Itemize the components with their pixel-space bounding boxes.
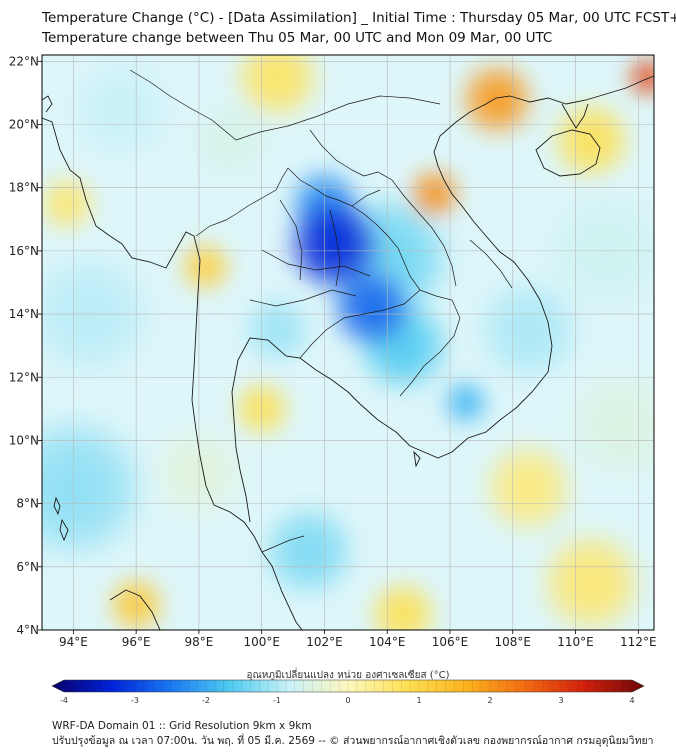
lon-tick-label: 110°E [557, 635, 594, 649]
border-thailand-cambodia [299, 289, 421, 359]
temperature-change-map: 94°E 96°E 98°E 100°E 102°E 104°E 106°E 108°E 110… [9, 54, 657, 705]
footer-model-info: WRF-DA Domain 01 :: Grid Resolution 9km … [52, 720, 312, 732]
border-thai-malay [261, 535, 305, 553]
longitude-axis: 94°E 96°E 98°E 100°E 102°E 104°E 106°E 108°E 110… [59, 630, 657, 649]
temperature-anomaly-blob [63, 55, 177, 166]
colorbar-tick-label: 1 [416, 696, 421, 705]
temperature-anomaly-blob [258, 500, 359, 602]
temperature-anomaly-blob [239, 292, 316, 368]
lon-tick-label: 102°E [306, 635, 343, 649]
lon-tick-label: 98°E [184, 635, 213, 649]
colorbar-tick-label: -2 [202, 696, 210, 705]
temperature-anomaly-blob [283, 194, 385, 295]
lat-tick-label: 10°N [9, 433, 39, 447]
temperature-anomaly-blob [440, 377, 491, 428]
coastline-sumatra [109, 589, 161, 630]
coastline-mainland [42, 117, 303, 630]
lon-tick-label: 106°E [432, 635, 469, 649]
country-borders [129, 69, 513, 553]
chart-title: Temperature Change (°C) - [Data Assimila… [42, 10, 676, 26]
border-china-north [235, 95, 441, 141]
colorbar-tick-label: 4 [629, 696, 634, 705]
map-area [42, 55, 654, 630]
border-thai-provinces-4 [329, 209, 341, 287]
temperature-anomaly-blob [478, 437, 579, 539]
temperature-anomaly-blob [176, 238, 234, 295]
footer-credit: ปรับปรุงข้อมูล ณ เวลา 07:00น. วัน พฤ. ที… [52, 735, 654, 747]
temperature-field [42, 55, 654, 630]
border-laos-china [309, 129, 365, 177]
colorbar-label: อุณหภูมิเปลี่ยนแปลง หน่วย องศาเซลเซียส (… [246, 667, 449, 681]
lon-tick-label: 94°E [59, 635, 88, 649]
temperature-anomaly-blob [625, 55, 654, 100]
lon-tick-label: 108°E [495, 635, 532, 649]
colorbar-tick-label: -1 [273, 696, 281, 705]
colorbar-tick-label: 0 [345, 696, 350, 705]
coastline-phuquoc [413, 450, 421, 468]
colorbar-tick-label: -3 [131, 696, 139, 705]
lon-tick-label: 100°E [243, 635, 280, 649]
border-laos-internal [351, 189, 381, 207]
temperature-anomaly-blob [559, 361, 654, 488]
lat-tick-label: 22°N [9, 54, 39, 68]
lat-tick-label: 20°N [9, 118, 39, 132]
lon-tick-label: 96°E [122, 635, 151, 649]
temperature-anomaly-blob [547, 96, 636, 185]
temperature-anomaly-blob [230, 55, 325, 125]
temperature-anomaly-blob [42, 172, 99, 235]
temperature-anomaly-blob [42, 409, 152, 567]
coastline-hainan [535, 129, 601, 177]
border-myanmar-china [129, 69, 237, 141]
border-cambodia-vietnam [399, 289, 461, 397]
colorbar-bar [51, 679, 645, 693]
lat-tick-label: 12°N [9, 370, 39, 384]
lat-lon-grid [42, 55, 654, 630]
colorbar-tick-label: 3 [558, 696, 563, 705]
border-laos-vietnam [363, 171, 457, 287]
temperature-anomaly-blob [471, 273, 585, 387]
border-thailand-laos [287, 167, 421, 291]
colorbar: -4 -3 -2 -1 0 1 2 3 4 [51, 679, 645, 705]
chart-subtitle: Temperature change between Thu 05 Mar, 0… [42, 30, 553, 46]
border-thai-provinces-2 [249, 289, 357, 307]
coastline-indochina-south [359, 95, 553, 459]
lon-tick-label: 104°E [369, 635, 406, 649]
temperature-anomaly-blob [406, 165, 463, 223]
temperature-anomaly-blob [365, 576, 441, 630]
lon-tick-label: 112°E [620, 635, 657, 649]
coastlines [42, 75, 654, 630]
border-thai-provinces-1 [261, 249, 371, 277]
lat-tick-label: 4°N [16, 623, 39, 637]
coastline-south-china [509, 75, 654, 105]
border-myanmar-thailand [195, 167, 289, 237]
latitude-axis: 4°N 6°N 8°N 10°N 12°N 14°N 16°N 18°N 20°N 22°N [9, 54, 42, 637]
lat-tick-label: 14°N [9, 307, 39, 321]
coastline-andaman-1 [53, 496, 61, 516]
coastline-andaman-2 [59, 518, 69, 542]
lat-tick-label: 16°N [9, 244, 39, 258]
lat-tick-label: 6°N [16, 560, 39, 574]
coastline-leizhou [561, 103, 589, 129]
colorbar-tick-label: -4 [60, 696, 68, 705]
coastline-bay-bengal [42, 95, 53, 113]
colorbar-tick-label: 2 [487, 696, 492, 705]
lat-tick-label: 8°N [16, 497, 39, 511]
temperature-anomaly-blob [534, 526, 648, 630]
lat-tick-label: 18°N [9, 181, 39, 195]
temperature-anomaly-blob [456, 58, 538, 141]
coastline-gulf-west [231, 337, 361, 523]
border-thai-provinces-3 [279, 199, 303, 281]
map-frame [41, 54, 655, 631]
border-vietnam-internal [469, 239, 513, 289]
